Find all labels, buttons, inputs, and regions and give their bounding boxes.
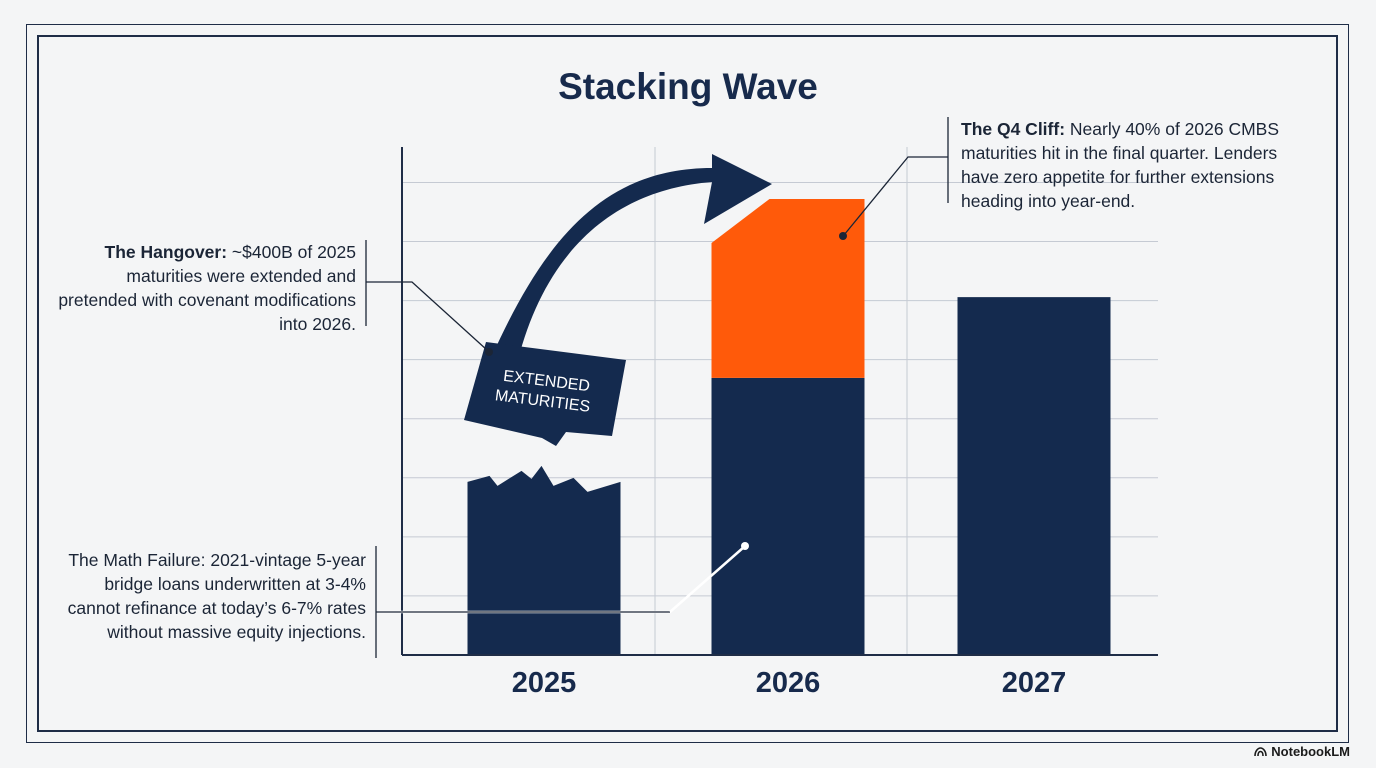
chart-bars	[467, 198, 1111, 655]
brand-watermark: NotebookLM	[1254, 744, 1350, 759]
q4-leader-line	[843, 156, 948, 236]
hangover-leader-dot	[485, 348, 493, 356]
hangover-annotation: The Hangover: ~$400B of 2025 maturities …	[58, 240, 356, 336]
brand-name: NotebookLM	[1271, 744, 1350, 759]
math-failure-leader-dot	[741, 542, 749, 550]
q4-cliff-text: Nearly 40% of 2026 CMBS maturities hit i…	[961, 119, 1280, 211]
bar-2025-segment-0	[467, 465, 621, 655]
hangover-text: ~$400B of 2025 maturities were extended …	[58, 242, 356, 334]
extended-maturities-tag: EXTENDED MATURITIES	[464, 342, 626, 446]
x-tick-labels: 2025 2026 2027	[512, 667, 1067, 699]
bar-2026-segment-0	[711, 377, 865, 655]
q4-cliff-annotation: The Q4 Cliff: Nearly 40% of 2026 CMBS ma…	[961, 117, 1311, 213]
math-failure-text: The Math Failure: 2021-vintage 5-year br…	[67, 550, 366, 642]
x-tick-label-2027: 2027	[1002, 667, 1067, 699]
x-tick-label-2026: 2026	[756, 667, 821, 699]
bar-2026-segment-1	[711, 198, 865, 378]
bar-2027-segment-0	[957, 297, 1111, 655]
extension-arrow	[492, 154, 772, 360]
chart-title: Stacking Wave	[558, 66, 818, 107]
inner-frame	[37, 35, 1338, 732]
q4-cliff-label: The Q4 Cliff:	[961, 119, 1066, 139]
notebooklm-logo-icon	[1254, 746, 1268, 756]
q4-leader-dot	[839, 232, 847, 240]
hangover-leader-line	[366, 281, 488, 351]
math-failure-annotation: The Math Failure: 2021-vintage 5-year br…	[66, 548, 366, 644]
math-failure-leader-inner	[669, 546, 745, 613]
hangover-label: The Hangover:	[104, 242, 228, 262]
outer-frame	[26, 24, 1349, 743]
x-tick-label-2025: 2025	[512, 667, 577, 699]
